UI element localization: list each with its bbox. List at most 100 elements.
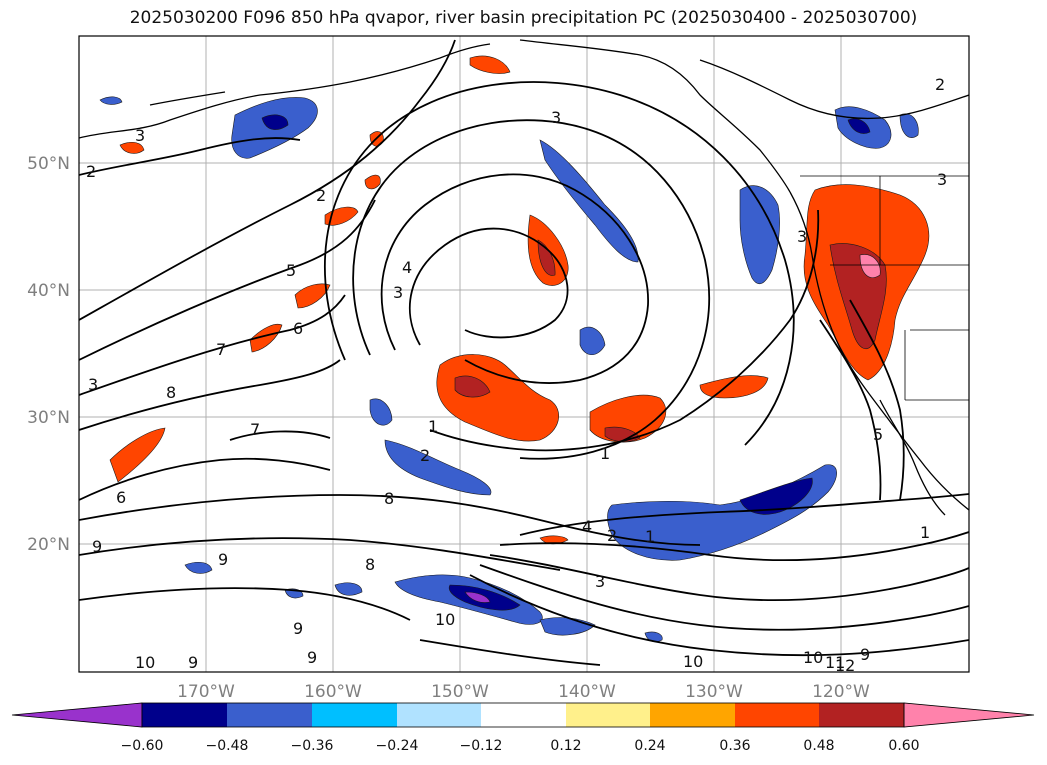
contour-label: 7 [216,340,226,359]
contour-label: 3 [595,572,605,591]
contour-spiral-3 [352,119,711,460]
shade-positive [699,375,769,399]
shade-negative-peak [464,591,491,603]
shade-positive-core [537,239,556,276]
shade-positive [249,323,283,353]
lat-labels: 50°N 40°N 30°N 20°N [27,154,70,555]
contour-label: 9 [293,619,303,638]
colorbar-segment [481,703,566,727]
colorbar-extend-low [11,702,143,728]
coastline-baja [879,399,946,516]
colorbar-extend-high [903,702,1035,728]
contour-10b [419,639,601,666]
colorbar-segment [312,703,397,727]
contour-label: 7 [250,420,260,439]
shade-negative [739,185,780,285]
lat-label: 50°N [27,154,70,174]
colorbar-label: 0.48 [803,738,834,754]
canada-coast [699,59,969,120]
contour-label: 11 [825,653,845,672]
contour-low-4 [479,564,969,631]
lon-label: 130°W [685,682,743,702]
shade-negative [899,113,919,138]
contour-label: 3 [551,108,561,127]
contour-label: 5 [873,425,883,444]
contour-label: 8 [384,489,394,508]
contour-outer-7 [79,294,346,396]
contour-label: 9 [860,645,870,664]
map-panel: 3 2 2 3 5 4 3 6 7 8 3 7 6 1 1 2 8 9 9 8 … [79,36,969,675]
shade-negative [384,439,492,496]
lon-label: 170°W [177,682,235,702]
colorbar-segment [142,703,227,727]
lat-label: 30°N [27,408,70,428]
lon-label: 160°W [304,682,362,702]
shade-positive-peak [859,254,881,278]
coastlines [79,39,969,516]
contour-outer-6 [79,199,376,361]
shade-negative [184,561,213,574]
lat-label: 20°N [27,535,70,555]
colorbar-label: 0.60 [888,738,919,754]
contour-label: 9 [92,537,102,556]
qvapor-contours [79,39,969,666]
contour-label: 2 [420,446,430,465]
colorbar: −0.60 −0.48 −0.36 −0.24 −0.12 0.12 0.24 … [11,702,1035,754]
contour-label: 10 [803,648,823,667]
contour-spiral-4 [324,81,795,446]
colorbar-label: 0.12 [550,738,581,754]
contour-2-north [79,137,301,176]
colorbar-label: 0.24 [634,738,665,754]
contour-label: 3 [797,227,807,246]
shade-positive [119,141,145,154]
contour-outer-5 [79,39,456,321]
contour-label: 9 [188,653,198,672]
shade-positive [109,427,166,483]
shade-positive-core [454,375,491,398]
shade-negative-core [847,118,871,134]
colorbar-label: −0.24 [376,738,419,754]
contour-label: 10 [435,610,455,629]
lon-label: 140°W [558,682,616,702]
colorbar-label: 0.36 [719,738,750,754]
colorbar-label: −0.36 [291,738,334,754]
colorbar-label: −0.48 [206,738,249,754]
aleutian-islands [149,91,226,106]
contour-right-2 [849,299,905,501]
shade-positive [294,283,331,309]
map-title: 2025030200 F096 850 hPa qvapor, river ba… [129,8,918,28]
contour-label: 1 [600,444,610,463]
precip-shading [99,55,930,643]
contour-label: 12 [835,656,855,675]
contour-label: 6 [116,488,126,507]
contour-outer-8 [79,359,341,431]
contour-right-1 [819,319,882,501]
colorbar-segment [819,703,904,727]
contour-low-3 [489,554,969,602]
colorbar-label: −0.12 [460,738,503,754]
shade-negative [579,326,606,356]
contour-6 [79,457,331,501]
colorbar-segment [650,703,735,727]
colorbar-frame [141,702,905,728]
contour-label: 1 [920,523,930,542]
lat-label: 40°N [27,281,70,301]
contour-label: 1 [645,527,655,546]
colorbar-label: −0.60 [121,738,164,754]
map-frame [78,35,970,673]
contour-label: 8 [365,555,375,574]
contour-label: 8 [166,383,176,402]
contour-label: 3 [88,375,98,394]
colorbar-segment [397,703,481,727]
contour-low-5 [469,574,969,657]
lon-label: 120°W [812,682,870,702]
contour-low-2 [499,531,969,562]
shade-negative [99,96,123,105]
contour-label: 3 [937,170,947,189]
colorbar-segment [566,703,650,727]
contour-label: 2 [607,526,617,545]
colorbar-segment [735,703,819,727]
shade-negative [334,582,363,596]
contour-label: 10 [683,652,703,671]
